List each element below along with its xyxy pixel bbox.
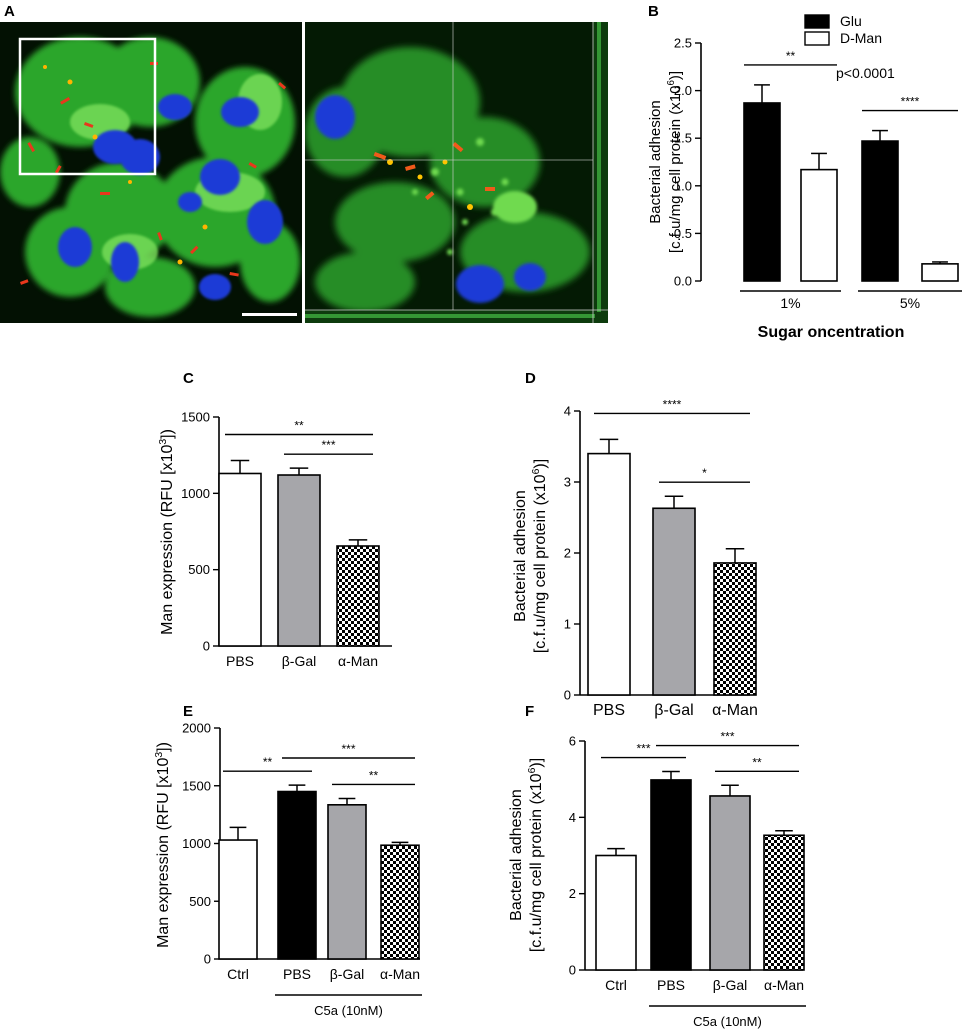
legend-label-b: D-Man [840,30,882,46]
bar-b-1-0 [861,140,899,282]
significance-label-b-1: **** [901,95,920,109]
significance-label-e-0: ** [263,755,273,769]
bar-d-1 [652,507,696,696]
bar-f-0 [595,854,637,971]
bar-c-0 [218,472,262,647]
x-tick-label-d: PBS [593,702,625,719]
x-tick-label-e: PBS [283,966,311,982]
p-value-annotation-b: p<0.0001 [836,65,895,81]
x-axis-label-b: Sugar oncentration [758,324,905,341]
y-tick-label-e: 2000 [182,721,211,736]
significance-label-d-0: **** [663,397,682,411]
micrograph-orthogonal-view [305,22,608,323]
legend-label-b: Glu [840,13,862,29]
x-tick-label-d: β-Gal [654,702,693,719]
y-tick-label-d: 0 [564,688,571,703]
y-tick-label-e: 500 [189,894,211,909]
x-tick-label-f: α-Man [764,977,804,993]
bar-f-2 [709,795,751,971]
y-axis-label-d: [c.f.u/mg cell protein (x106)] [531,459,549,653]
bar-e-2 [327,804,367,960]
x-tick-label-c: α-Man [338,653,378,669]
significance-label-e-2: ** [369,768,379,782]
significance-label-f-2: ** [752,755,762,769]
x-tick-label-f: PBS [657,977,685,993]
y-tick-label-d: 2 [564,546,571,561]
x-tick-label-f: β-Gal [713,977,748,993]
bar-b-0-0 [743,102,781,282]
y-tick-label-f: 2 [569,886,576,901]
x-tick-label-c: β-Gal [282,653,317,669]
y-tick-label-d: 1 [564,617,571,632]
significance-label-f-0: *** [636,742,650,756]
panel-letter-a: A [4,3,15,20]
panel-letter-b: B [648,3,659,20]
significance-label-c-0: ** [294,419,304,433]
bar-e-1 [277,790,317,960]
bar-f-3 [763,834,805,971]
y-axis-label-e: Man expression (RFU [x103]) [154,742,172,948]
x-tick-label-e: Ctrl [227,966,249,982]
y-tick-label-e: 1500 [182,778,211,793]
y-tick-label-b: 1.5 [674,131,692,146]
x-tick-label-b: 5% [900,295,920,311]
y-tick-label-c: 1000 [181,486,210,501]
y-axis-label-b: [c.f.u/mg cell protein (x106)] [666,71,684,253]
significance-label-d-1: * [702,466,707,480]
y-axis-label-c: Man expression (RFU [x103]) [158,429,176,635]
bar-c-2 [336,545,380,647]
x-tick-label-d: α-Man [712,702,758,719]
y-axis-label-d: Bacterial adhesion [512,490,529,622]
significance-label-b-0: ** [786,49,796,63]
panel-letter-c: C [183,370,194,387]
y-tick-label-c: 500 [188,562,210,577]
y-tick-label-c: 1500 [181,410,210,425]
panel-letter-f: F [525,703,535,720]
y-tick-label-b: 1.0 [674,178,692,193]
y-axis-label-b: Bacterial adhesion [647,100,664,223]
bar-f-1 [650,779,692,971]
y-axis-label-f: Bacterial adhesion [508,789,525,921]
group-label-f: C5a (10nM) [693,1014,762,1029]
bar-b-0-1 [800,168,838,282]
y-tick-label-f: 4 [569,810,576,825]
y-tick-label-e: 0 [204,952,211,967]
bar-e-0 [218,839,258,960]
legend-swatch-b [804,31,830,46]
y-axis-label-f: [c.f.u/mg cell protein (x106)] [527,758,545,952]
y-tick-label-f: 6 [569,734,576,749]
x-tick-label-c: PBS [226,653,254,669]
micrograph-overview [0,22,302,323]
panel-letter-d: D [525,370,536,387]
y-tick-label-c: 0 [203,639,210,654]
group-label-e: C5a (10nM) [314,1003,383,1018]
y-tick-label-e: 1000 [182,836,211,851]
legend-swatch-b [804,14,830,29]
bar-b-1-1 [921,263,959,282]
bar-e-3 [380,844,420,960]
x-tick-label-e: β-Gal [330,966,365,982]
bar-c-1 [277,474,321,647]
x-tick-label-b: 1% [780,295,800,311]
significance-label-e-1: *** [341,742,355,756]
bar-d-0 [587,452,631,696]
significance-label-f-1: *** [720,730,734,744]
y-tick-label-f: 0 [569,963,576,978]
bar-d-2 [713,562,757,696]
significance-label-c-1: *** [321,438,335,452]
y-tick-label-b: 0.0 [674,274,692,289]
panel-letter-e: E [183,703,194,720]
y-tick-label-d: 4 [564,404,571,419]
x-tick-label-f: Ctrl [605,977,627,993]
y-tick-label-b: 2.0 [674,83,692,98]
y-tick-label-b: 2.5 [674,36,692,51]
y-tick-label-d: 3 [564,475,571,490]
x-tick-label-e: α-Man [380,966,420,982]
y-tick-label-b: 0.5 [674,226,692,241]
